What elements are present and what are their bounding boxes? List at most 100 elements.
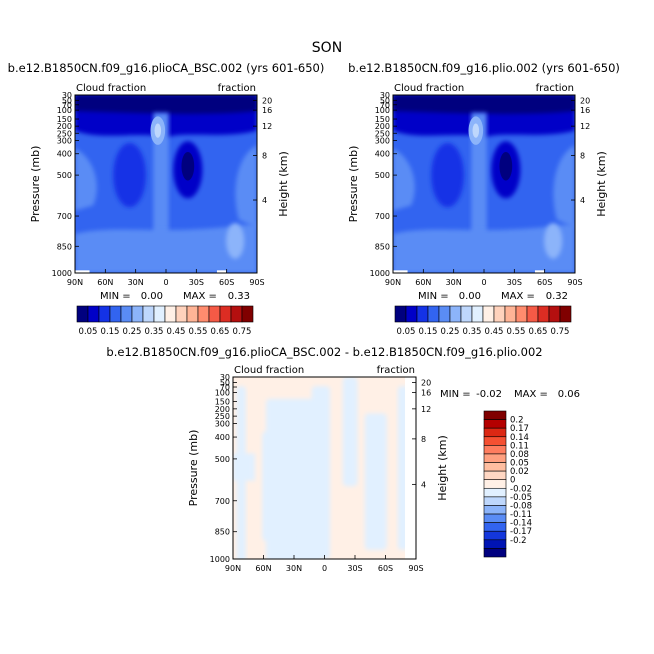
min-label: MIN = — [440, 389, 471, 400]
field-negative-strip — [293, 477, 309, 532]
y-tick-label: 1000 — [370, 269, 390, 278]
y2-tick-label: 12 — [421, 405, 431, 414]
y2-tick-label: 4 — [421, 480, 426, 489]
y-tick-label: 30 — [380, 91, 390, 100]
colorbar: 0.05 0.15 0.25 0.35 0.45 0.55 0.65 0.75 — [76, 305, 254, 337]
colorbar-box — [109, 305, 122, 323]
field-stratocumulus — [226, 223, 245, 259]
y-tick-label: 100 — [375, 106, 390, 115]
colorbar-label: 0.35 — [145, 327, 164, 337]
y-tick-label: 50 — [62, 96, 72, 105]
colorbar-label: -0.2 — [510, 536, 527, 546]
max-value: 0.06 — [558, 389, 580, 400]
y-tick-label: 100 — [57, 106, 72, 115]
colorbar-box — [526, 305, 539, 323]
colorbar-box — [449, 305, 462, 323]
colorbar-box — [471, 305, 484, 323]
y-tick-label: 400 — [375, 150, 390, 159]
x-tick-label: 30N — [446, 278, 462, 287]
x-tick-label: 0 — [163, 278, 168, 287]
colorbar-box — [483, 453, 507, 463]
y-tick-label: 200 — [375, 122, 390, 131]
field-min-south-core — [181, 151, 195, 181]
y-tick-label: 1000 — [210, 555, 230, 564]
x-tick-label: 30S — [347, 564, 362, 573]
y-tick-label: 850 — [375, 242, 390, 251]
colorbar-label: 0.05 — [397, 327, 416, 337]
colorbar-box — [483, 539, 507, 549]
colorbar-label: 0.15 — [101, 327, 120, 337]
field-negative-strip — [364, 413, 387, 550]
x-tick-label: 30N — [128, 278, 144, 287]
y-tick-label: 30 — [62, 91, 72, 100]
x-tick-label: 90N — [67, 278, 83, 287]
colorbar-label: 0.02 — [510, 467, 529, 477]
colorbar-box — [405, 305, 418, 323]
colorbar-label: -0.17 — [510, 527, 532, 537]
colorbar-label: 0.25 — [441, 327, 460, 337]
colorbar-label: 0.05 — [79, 327, 98, 337]
y-tick-label: 150 — [375, 115, 390, 124]
colorbar-box — [483, 462, 507, 472]
colorbar-label: 0.55 — [507, 327, 526, 337]
field-right-band — [235, 144, 257, 229]
right-string: fraction — [536, 83, 574, 94]
y-tick-label: 500 — [57, 171, 72, 180]
colorbar-box — [504, 305, 517, 323]
y-axis-label: Pressure (mb) — [347, 146, 360, 223]
x-tick-label: 60N — [255, 564, 271, 573]
colorbar-label: -0.08 — [510, 501, 532, 511]
min-value: 0.00 — [141, 291, 163, 302]
chart-panel3: b.e12.B1850CN.f09_g16.plioCA_BSC.002 - b… — [106, 345, 580, 573]
y-tick-label: 250 — [57, 129, 72, 138]
left-string: Cloud fraction — [76, 83, 146, 94]
colorbar-box — [483, 470, 507, 481]
y-tick-label: 70 — [62, 101, 72, 110]
y2-tick-label: 16 — [262, 106, 272, 115]
y-tick-label: 300 — [215, 419, 230, 428]
min-label: MIN = — [100, 291, 131, 302]
colorbar-box — [537, 305, 550, 323]
field-negative-strip — [342, 377, 358, 487]
field-stratocumulus — [544, 223, 563, 259]
colorbar-box — [483, 479, 507, 489]
colorbar-box — [483, 513, 507, 523]
colorbar-box — [483, 496, 507, 506]
max-label: MAX = — [514, 389, 548, 400]
y2-axis-label: Height (km) — [595, 151, 608, 217]
chart-panel1: b.e12.B1850CN.f09_g16.plioCA_BSC.002 (yr… — [8, 61, 325, 337]
x-tick-label: 60S — [219, 278, 234, 287]
field-left-band — [393, 148, 415, 211]
min-label: MIN = — [418, 291, 449, 302]
colorbar-box — [515, 305, 528, 323]
x-tick-label: 60N — [97, 278, 113, 287]
field-right-band — [553, 144, 575, 229]
y-tick-label: 200 — [57, 122, 72, 131]
field-boundary-layer — [393, 223, 575, 273]
colorbar-box — [175, 305, 188, 323]
y-tick-label: 50 — [380, 96, 390, 105]
colorbar-label: 0.65 — [211, 327, 230, 337]
field-negative-strip — [262, 431, 277, 541]
contour-field — [393, 95, 575, 273]
colorbar-label: -0.14 — [510, 519, 532, 529]
colorbar-label: -0.11 — [510, 510, 532, 520]
colorbar-label: -0.02 — [510, 484, 532, 494]
colorbar-box — [98, 305, 111, 323]
chart-title: b.e12.B1850CN.f09_g16.plio.002 (yrs 601-… — [348, 61, 620, 75]
colorbar-label: 0.11 — [510, 441, 529, 451]
colorbar-box — [164, 305, 177, 323]
min-value: -0.02 — [476, 389, 502, 400]
colorbar-box — [120, 305, 133, 323]
y-tick-label: 50 — [220, 378, 230, 387]
x-tick-label: 90N — [225, 564, 241, 573]
y-tick-label: 850 — [215, 528, 230, 537]
field-missing — [405, 377, 416, 559]
x-tick-label: 0 — [322, 564, 327, 573]
colorbar-box — [483, 548, 507, 558]
colorbar-label: 0.08 — [510, 450, 529, 460]
colorbar-box — [186, 305, 199, 323]
y2-tick-label: 4 — [262, 196, 267, 205]
field-gap — [534, 270, 545, 273]
